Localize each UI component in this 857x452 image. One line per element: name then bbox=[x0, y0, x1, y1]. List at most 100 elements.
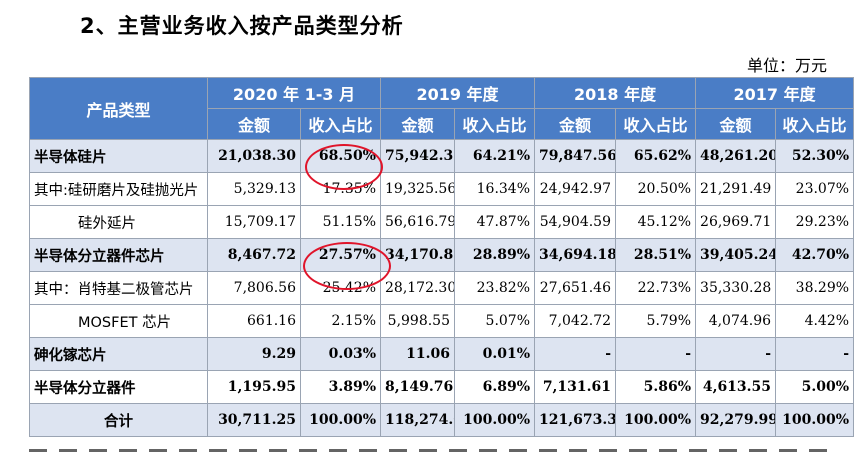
header-ratio: 收入占比 bbox=[453, 108, 536, 140]
ratio-cell: 17.35% bbox=[300, 172, 381, 206]
header-amount: 金额 bbox=[207, 108, 301, 140]
header-period: 2019 年度 bbox=[379, 77, 536, 109]
amount-cell: 118,274.03 bbox=[380, 403, 455, 437]
ratio-cell: 64.21% bbox=[453, 139, 536, 173]
amount-cell: 56,616.79 bbox=[380, 205, 455, 239]
header-amount: 金额 bbox=[534, 108, 617, 140]
table-row: 硅外延片 15,709.17 51.15% 56,616.79 47.87% 54,904… bbox=[29, 205, 855, 239]
ratio-cell: 47.87% bbox=[453, 205, 536, 239]
ratio-cell: 28.51% bbox=[615, 238, 697, 272]
header-ratio: 收入占比 bbox=[615, 108, 697, 140]
amount-cell: 4,613.55 bbox=[695, 370, 777, 404]
table-row: 其中:硅研磨片及硅抛光片 5,329.13 17.35% 19,325.56 16.34… bbox=[29, 172, 855, 206]
row-label: 砷化镓芯片 bbox=[29, 337, 208, 371]
row-label: 其中：肖特基二极管芯片 bbox=[29, 271, 208, 305]
ratio-cell: 22.73% bbox=[615, 271, 697, 305]
table-row: MOSFET 芯片 661.16 2.15% 5,998.55 5.07% 7,042.7… bbox=[29, 304, 855, 338]
amount-cell: 661.16 bbox=[207, 304, 301, 338]
amount-cell: 39,405.24 bbox=[695, 238, 777, 272]
ratio-cell: 100.00% bbox=[775, 403, 855, 437]
table-row: 砷化镓芯片 9.29 0.03% 11.06 0.01% - - - - bbox=[29, 337, 855, 371]
amount-cell: 21,038.30 bbox=[207, 139, 301, 173]
ratio-cell: 3.89% bbox=[300, 370, 381, 404]
ratio-cell: 16.34% bbox=[453, 172, 536, 206]
ratio-cell: 20.50% bbox=[615, 172, 697, 206]
ratio-cell: 23.82% bbox=[453, 271, 536, 305]
table-row: 半导体分立器件 1,195.95 3.89% 8,149.76 6.89% 7,131.6… bbox=[29, 370, 855, 404]
row-label: 硅外延片 bbox=[29, 205, 208, 239]
ratio-cell: 6.89% bbox=[453, 370, 536, 404]
amount-cell: 5,998.55 bbox=[380, 304, 455, 338]
header-ratio: 收入占比 bbox=[300, 108, 381, 140]
header-product-type: 产品类型 bbox=[29, 77, 208, 140]
amount-cell: 48,261.20 bbox=[695, 139, 777, 173]
amount-cell: 26,969.71 bbox=[695, 205, 777, 239]
revenue-table: 产品类型 2020 年 1-3 月 2019 年度 2018 年度 2017 年… bbox=[29, 77, 855, 437]
amount-cell: 4,074.96 bbox=[695, 304, 777, 338]
ratio-cell: 100.00% bbox=[453, 403, 536, 437]
ratio-cell: 45.12% bbox=[615, 205, 697, 239]
amount-cell: 7,131.61 bbox=[534, 370, 617, 404]
amount-cell: 7,806.56 bbox=[207, 271, 301, 305]
amount-cell: 35,330.28 bbox=[695, 271, 777, 305]
ratio-cell: 5.07% bbox=[453, 304, 536, 338]
ratio-cell: 52.30% bbox=[775, 139, 855, 173]
ratio-cell: 38.29% bbox=[775, 271, 855, 305]
ratio-cell: 68.50% bbox=[300, 139, 381, 173]
header-amount: 金额 bbox=[380, 108, 455, 140]
amount-cell: 8,149.76 bbox=[380, 370, 455, 404]
ratio-cell: - bbox=[615, 337, 697, 371]
table-row: 半导体分立器件芯片8,467.7227.57%34,170.8528.89%34… bbox=[29, 238, 855, 272]
table-row: 合计30,711.25100.00%118,274.03100.00%121,6… bbox=[29, 403, 855, 437]
amount-cell: 11.06 bbox=[380, 337, 455, 371]
ratio-cell: 42.70% bbox=[775, 238, 855, 272]
amount-cell: 5,329.13 bbox=[207, 172, 301, 206]
ratio-cell: 51.15% bbox=[300, 205, 381, 239]
amount-cell: 34,694.18 bbox=[534, 238, 617, 272]
amount-cell: 1,195.95 bbox=[207, 370, 301, 404]
ratio-cell: 100.00% bbox=[615, 403, 697, 437]
amount-cell: 34,170.85 bbox=[380, 238, 455, 272]
amount-cell: - bbox=[534, 337, 617, 371]
header-period: 2020 年 1-3 月 bbox=[207, 77, 381, 109]
cropped-text-line bbox=[29, 449, 833, 452]
ratio-cell: 100.00% bbox=[300, 403, 381, 437]
row-label: 其中:硅研磨片及硅抛光片 bbox=[29, 172, 208, 206]
row-label: 半导体分立器件 bbox=[29, 370, 208, 404]
row-label: 合计 bbox=[29, 403, 208, 437]
amount-cell: - bbox=[695, 337, 777, 371]
header-period: 2018 年度 bbox=[534, 77, 697, 109]
amount-cell: 92,279.99 bbox=[695, 403, 777, 437]
amount-cell: 19,325.56 bbox=[380, 172, 455, 206]
ratio-cell: 29.23% bbox=[775, 205, 855, 239]
row-label: 半导体分立器件芯片 bbox=[29, 238, 208, 272]
amount-cell: 21,291.49 bbox=[695, 172, 777, 206]
amount-cell: 54,904.59 bbox=[534, 205, 617, 239]
ratio-cell: 4.42% bbox=[775, 304, 855, 338]
header-amount: 金额 bbox=[695, 108, 777, 140]
header-period: 2017 年度 bbox=[695, 77, 855, 109]
section-heading: 2、主营业务收入按产品类型分析 bbox=[80, 14, 404, 38]
unit-label: 单位：万元 bbox=[746, 56, 827, 75]
ratio-cell: 28.89% bbox=[453, 238, 536, 272]
ratio-cell: 27.57% bbox=[300, 238, 381, 272]
table-row: 其中：肖特基二极管芯片 7,806.56 25.42% 28,172.30 23.82%… bbox=[29, 271, 855, 305]
amount-cell: 8,467.72 bbox=[207, 238, 301, 272]
row-label: MOSFET 芯片 bbox=[29, 304, 208, 338]
amount-cell: 27,651.46 bbox=[534, 271, 617, 305]
ratio-cell: 65.62% bbox=[615, 139, 697, 173]
header-ratio: 收入占比 bbox=[775, 108, 855, 140]
ratio-cell: 0.03% bbox=[300, 337, 381, 371]
amount-cell: 28,172.30 bbox=[380, 271, 455, 305]
ratio-cell: 5.79% bbox=[615, 304, 697, 338]
ratio-cell: 25.42% bbox=[300, 271, 381, 305]
amount-cell: 30,711.25 bbox=[207, 403, 301, 437]
amount-cell: 7,042.72 bbox=[534, 304, 617, 338]
amount-cell: 75,942.35 bbox=[380, 139, 455, 173]
ratio-cell: 0.01% bbox=[453, 337, 536, 371]
ratio-cell: - bbox=[775, 337, 855, 371]
ratio-cell: 5.86% bbox=[615, 370, 697, 404]
row-label: 半导体硅片 bbox=[29, 139, 208, 173]
table-row: 半导体硅片21,038.3068.50%75,942.3564.21%79,84… bbox=[29, 139, 855, 173]
amount-cell: 79,847.56 bbox=[534, 139, 617, 173]
